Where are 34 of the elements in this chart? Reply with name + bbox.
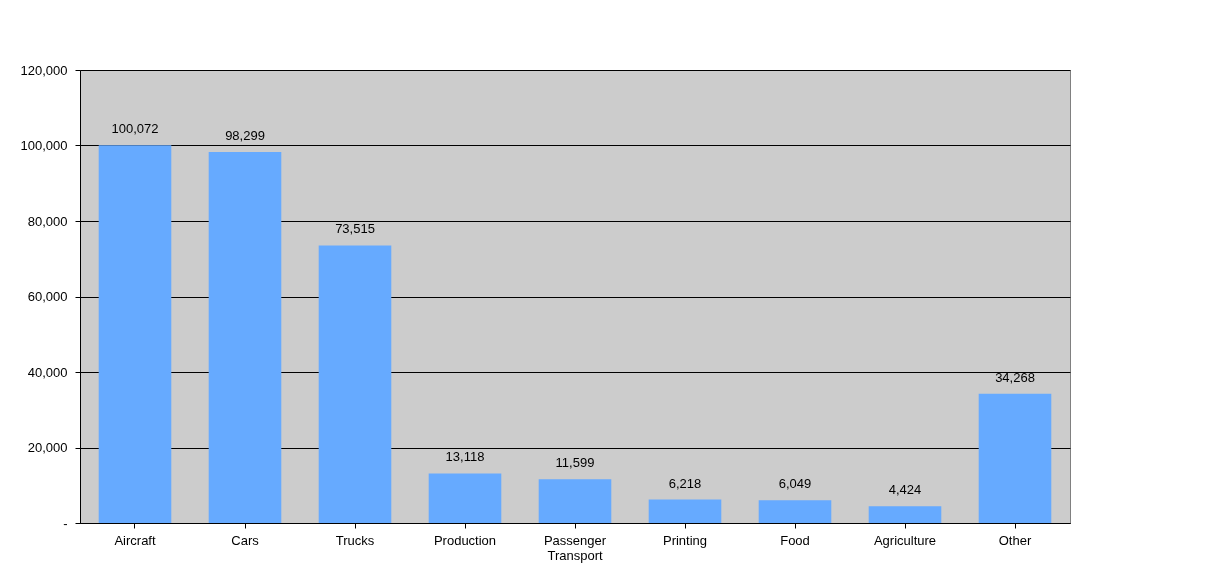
x-tick-label: Other	[998, 532, 1032, 548]
data-label: 11,599	[555, 455, 595, 471]
data-label: 6,218	[668, 475, 702, 491]
bar	[208, 151, 282, 523]
bar	[648, 499, 722, 523]
bar	[428, 473, 502, 523]
x-tick-label: Trucks	[335, 532, 375, 548]
y-tick-label: 120,000	[20, 62, 68, 78]
y-tick-label: -	[63, 515, 68, 531]
bar	[538, 479, 612, 523]
y-tick-label: 60,000	[27, 289, 68, 304]
data-label: 73,515	[335, 221, 375, 237]
bar	[318, 245, 392, 523]
x-tick-label: Passenger Transport	[543, 532, 607, 563]
y-tick-label: 40,000	[27, 364, 68, 380]
x-tick-label: Cars	[231, 532, 260, 548]
y-tick-label: 20,000	[27, 440, 68, 455]
data-label: 34,268	[995, 369, 1035, 385]
bar	[978, 393, 1052, 523]
y-tick-label: 100,000	[20, 138, 68, 153]
bar	[758, 500, 832, 523]
data-label: 13,118	[445, 449, 485, 465]
data-label: 4,424	[888, 482, 922, 498]
x-tick-label: Agriculture	[873, 532, 937, 548]
x-tick-label: Aircraft	[114, 532, 156, 548]
data-label: 100,072	[111, 121, 159, 137]
bar	[868, 506, 942, 523]
x-tick-label: Food	[780, 532, 810, 548]
data-label: 98,299	[225, 127, 265, 143]
data-label: 6,049	[778, 476, 812, 492]
x-tick-label: Printing	[662, 532, 708, 548]
y-tick-label: 80,000	[27, 213, 68, 229]
x-tick-label: Production	[433, 532, 497, 548]
bar	[98, 145, 172, 523]
